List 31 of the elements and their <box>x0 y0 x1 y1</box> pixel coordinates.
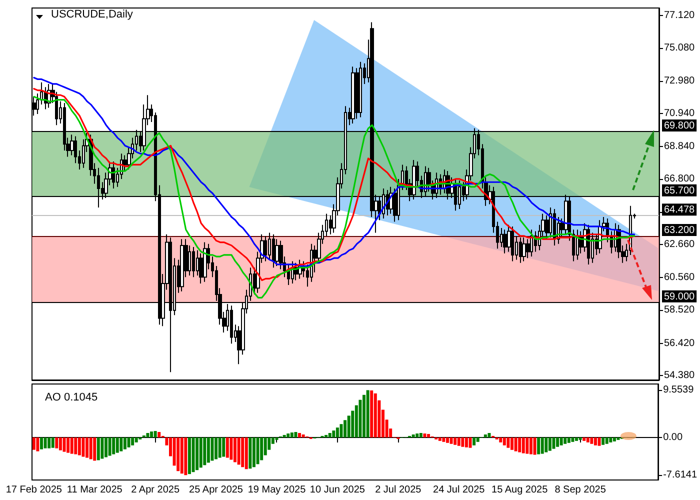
ref-line-label: 59.000 <box>664 291 696 302</box>
x-tick-label: 11 Mar 2025 <box>66 484 123 496</box>
y-tick-label: 75.080 <box>664 42 696 54</box>
x-tick-label: 2 Apr 2025 <box>131 484 180 496</box>
x-tick-label: 10 Jun 2025 <box>310 484 366 496</box>
x-tick-label: 24 Jul 2025 <box>433 484 486 496</box>
x-tick-label: 8 Sep 2025 <box>554 484 606 496</box>
y-tick-label: 9.5539 <box>663 384 694 396</box>
y-tick-label: 58.520 <box>664 304 696 316</box>
x-tick-label: 15 Aug 2025 <box>492 484 548 496</box>
y-tick-label: 66.800 <box>664 173 696 184</box>
y-tick-label: 72.980 <box>664 76 696 87</box>
x-tick-label: 2 Jul 2025 <box>375 484 422 496</box>
y-tick-label: 77.120 <box>664 10 696 22</box>
y-tick-label: 54.380 <box>664 370 696 382</box>
ref-line-label: 65.700 <box>664 185 696 196</box>
y-tick-label: 70.940 <box>664 108 696 119</box>
x-tick-label: 17 Feb 2025 <box>6 484 62 496</box>
y-tick-label: -7.6141 <box>663 470 698 481</box>
y-tick-label: 0.00 <box>663 432 683 443</box>
text: AO 0.1045 <box>45 392 98 404</box>
y-tick-label: 62.660 <box>664 238 696 250</box>
ref-line-label: 64.478 <box>664 204 696 216</box>
ref-line-label: 63.200 <box>664 224 696 236</box>
x-tick-label: 25 Apr 2025 <box>189 484 244 496</box>
chart-title: USCRUDE,Daily <box>51 8 134 20</box>
ref-line-label: 69.800 <box>664 120 696 132</box>
x-tick-label: 19 May 2025 <box>248 484 306 496</box>
y-tick-label: 68.840 <box>664 141 696 152</box>
y-tick-label: 60.560 <box>664 272 696 284</box>
y-tick-label: 56.420 <box>664 338 696 349</box>
